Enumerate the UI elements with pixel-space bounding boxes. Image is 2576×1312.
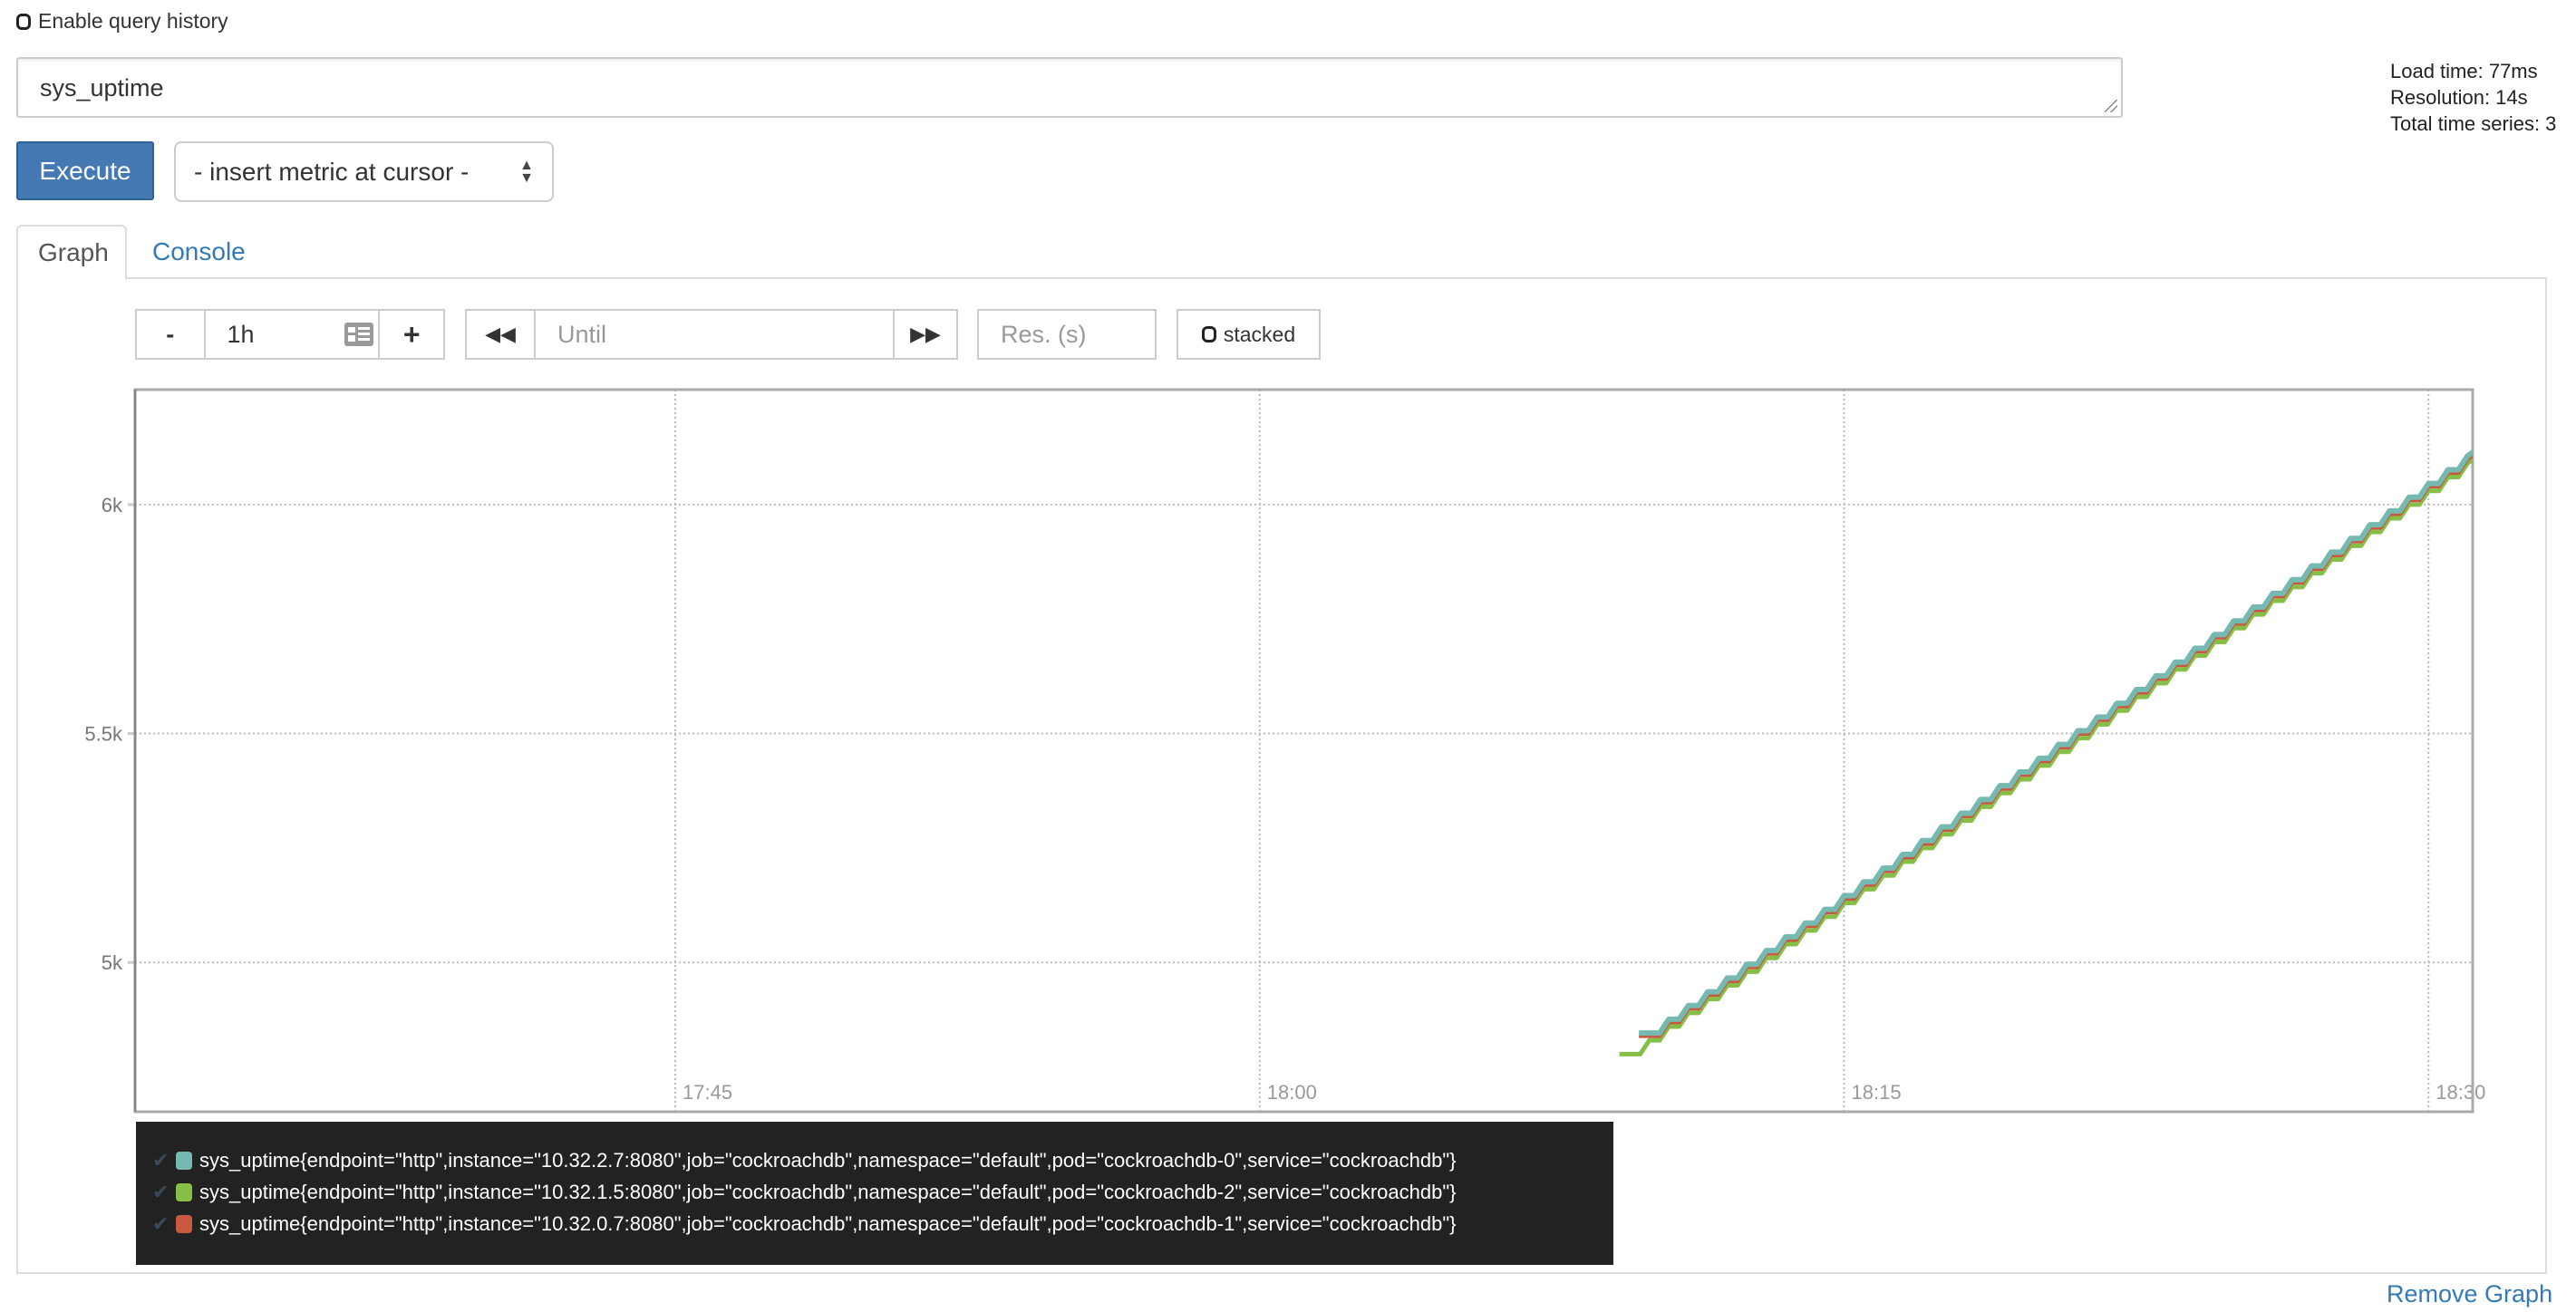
- series-swatch: [176, 1151, 192, 1170]
- backward-button[interactable]: ◀◀: [467, 311, 534, 358]
- stacked-label: stacked: [1223, 322, 1296, 346]
- query-stats: Load time: 77ms Resolution: 14s Total ti…: [2390, 58, 2556, 137]
- execute-button[interactable]: Execute: [16, 141, 154, 200]
- stacked-toggle[interactable]: stacked: [1177, 309, 1321, 360]
- resize-handle-icon[interactable]: [2105, 100, 2117, 112]
- until-control: ◀◀ Until ▶▶: [465, 309, 958, 360]
- load-time: Load time: 77ms: [2390, 60, 2538, 82]
- check-icon[interactable]: ✔: [152, 1211, 169, 1235]
- resolution: Resolution: 14s: [2390, 86, 2528, 109]
- plot-frame: [133, 388, 2474, 1114]
- y-tick-label: 5k: [102, 951, 123, 974]
- resolution-input[interactable]: Res. (s): [1001, 320, 1087, 348]
- legend: ✔ sys_uptime{endpoint="http",instance="10…: [136, 1122, 1613, 1265]
- check-icon[interactable]: ✔: [152, 1180, 169, 1203]
- expression-value: sys_uptime: [40, 74, 164, 101]
- until-input[interactable]: Until: [534, 311, 893, 358]
- resolution-control: Res. (s): [977, 309, 1157, 360]
- series-line: [1639, 452, 2473, 1038]
- legend-item[interactable]: ✔ sys_uptime{endpoint="http",instance="10…: [152, 1176, 1613, 1208]
- legend-label: sys_uptime{endpoint="http",instance="10.…: [199, 1211, 1457, 1235]
- check-icon[interactable]: ✔: [152, 1148, 169, 1172]
- y-tick-label: 6k: [102, 494, 123, 516]
- fast-backward-icon: ◀◀: [485, 323, 516, 345]
- graph-panel: [16, 277, 2547, 1274]
- enable-query-history-label: Enable query history: [38, 9, 228, 33]
- range-input[interactable]: 1h: [203, 311, 379, 358]
- select-arrows-icon: ▲ ▼: [519, 157, 534, 186]
- calendar-list-icon: [344, 323, 374, 346]
- range-decrease-button[interactable]: -: [166, 320, 175, 348]
- series-swatch: [176, 1214, 192, 1233]
- x-tick-label: 18:00: [1267, 1081, 1317, 1104]
- x-tick-label: 18:30: [2436, 1081, 2485, 1104]
- x-tick-label: 17:45: [683, 1081, 732, 1104]
- range-value: 1h: [227, 320, 255, 348]
- forward-button[interactable]: ▶▶: [893, 311, 956, 358]
- remove-graph-link[interactable]: Remove Graph: [2387, 1280, 2553, 1307]
- x-tick-label: 18:15: [1852, 1081, 1902, 1104]
- expression-input[interactable]: sys_uptime: [16, 57, 2123, 118]
- checkbox-icon[interactable]: [16, 13, 31, 30]
- series-swatch: [176, 1182, 192, 1201]
- fast-forward-icon: ▶▶: [910, 323, 941, 345]
- insert-metric-selected: - insert metric at cursor -: [194, 157, 470, 186]
- legend-item[interactable]: ✔ sys_uptime{endpoint="http",instance="10…: [152, 1208, 1613, 1240]
- series-line: [1639, 449, 2473, 1037]
- stacked-checkbox-icon[interactable]: [1201, 326, 1216, 342]
- range-increase-button[interactable]: +: [378, 311, 443, 358]
- range-control: - 1h +: [135, 309, 445, 360]
- tab-graph[interactable]: Graph: [16, 225, 127, 281]
- legend-label: sys_uptime{endpoint="http",instance="10.…: [199, 1148, 1457, 1172]
- y-tick-label: 5.5k: [84, 723, 123, 746]
- tab-console[interactable]: Console: [152, 237, 246, 265]
- legend-item[interactable]: ✔ sys_uptime{endpoint="http",instance="10…: [152, 1144, 1613, 1176]
- total-time-series: Total time series: 3: [2390, 112, 2557, 135]
- insert-metric-select[interactable]: - insert metric at cursor - ▲ ▼: [174, 141, 554, 202]
- series-line: [1619, 457, 2473, 1056]
- legend-label: sys_uptime{endpoint="http",instance="10.…: [199, 1180, 1457, 1203]
- enable-query-history-checkbox[interactable]: Enable query history: [16, 9, 228, 34]
- tab-bar: Graph Console: [16, 225, 2547, 281]
